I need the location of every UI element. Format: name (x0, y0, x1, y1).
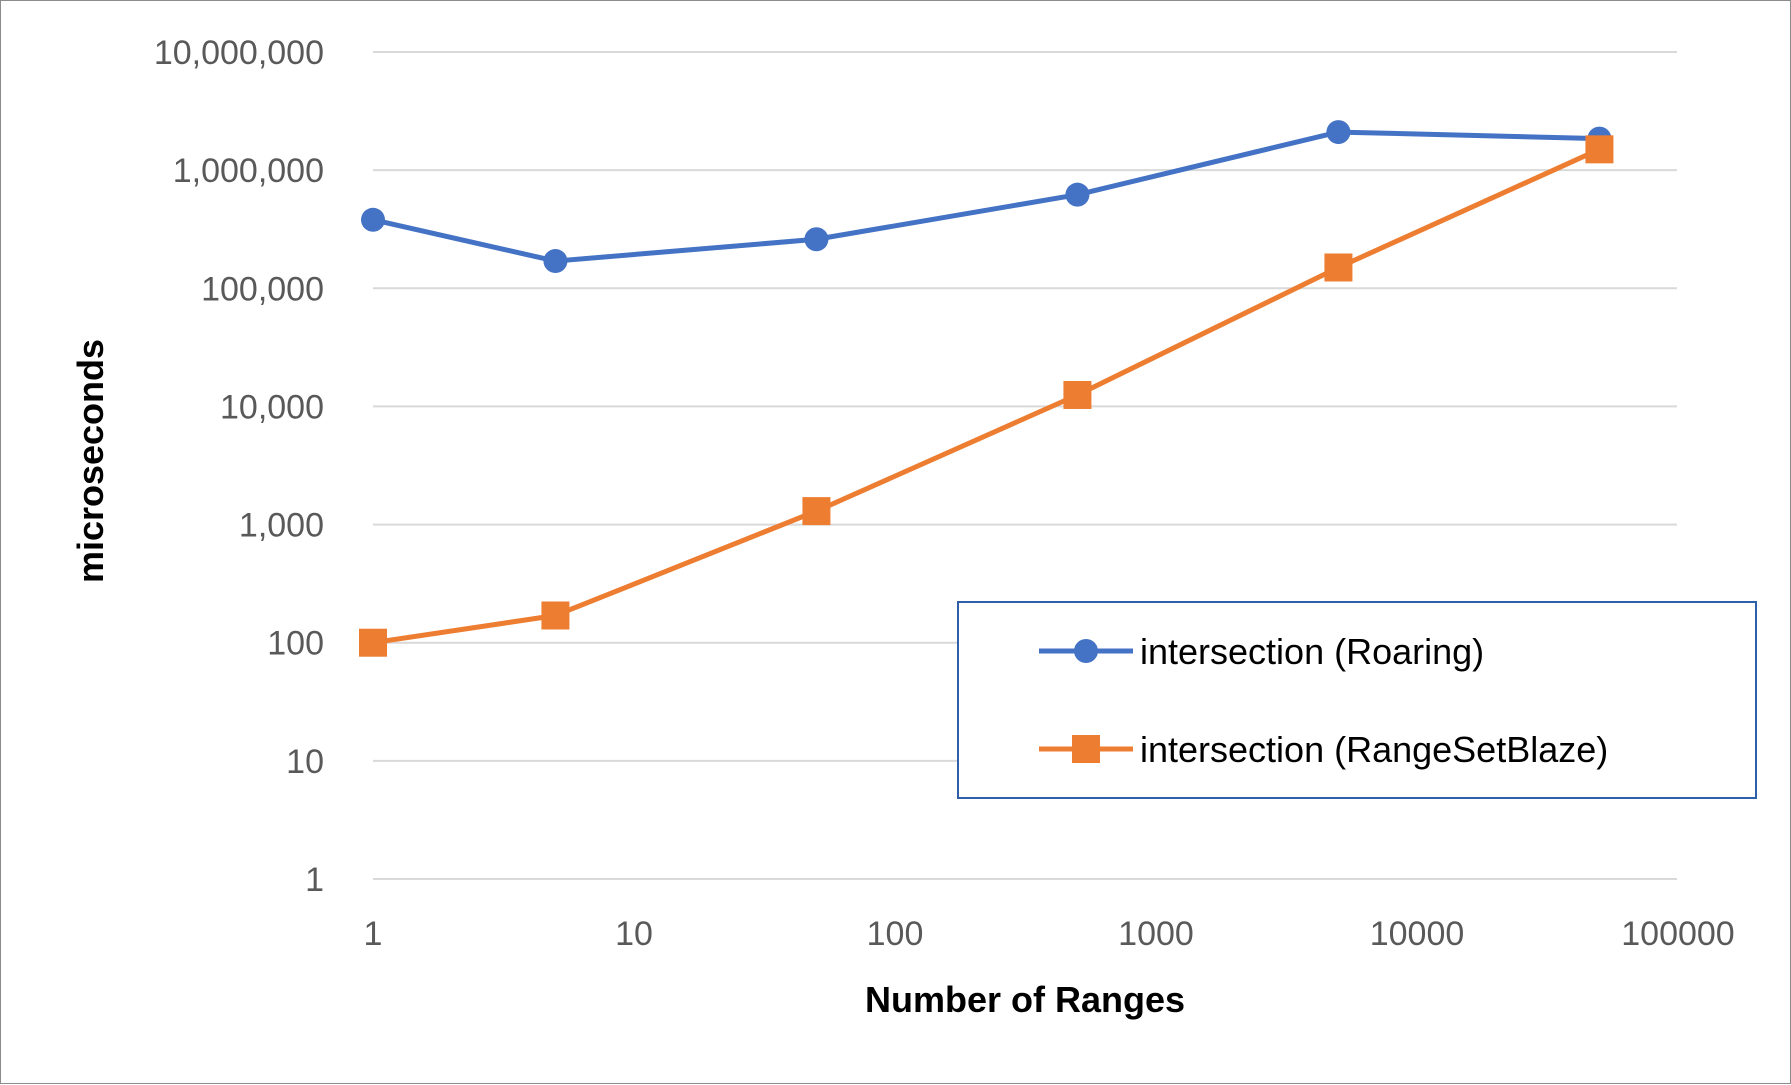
legend-label: intersection (RangeSetBlaze) (1140, 729, 1608, 770)
x-tick-labels: 1 10 100 1000 10000 100000 (364, 915, 1735, 953)
x-tick-label: 100000 (1621, 915, 1734, 953)
x-tick-label: 10000 (1370, 915, 1465, 953)
data-point (1063, 380, 1092, 409)
y-tick-label: 10,000,000 (154, 34, 324, 72)
series-lines (359, 120, 1614, 657)
legend-marker (1072, 735, 1100, 763)
series-roaring (361, 120, 1612, 274)
y-axis-title: microseconds (70, 339, 111, 583)
x-tick-label: 10 (615, 915, 653, 953)
data-point (802, 497, 831, 526)
legend-label: intersection (Roaring) (1140, 631, 1484, 672)
data-point (1065, 182, 1090, 207)
data-point (361, 207, 385, 232)
legend-item: intersection (Roaring) (1039, 631, 1484, 672)
series-line (372, 129, 1600, 264)
y-tick-label: 10 (286, 743, 324, 781)
data-point (359, 628, 387, 657)
y-tick-label: 1,000 (239, 507, 324, 545)
y-tick-label: 100,000 (201, 270, 324, 308)
series-rangesetblaze (359, 135, 1614, 657)
data-point (1585, 135, 1614, 164)
series-line (372, 147, 1601, 646)
legend-box (957, 601, 1757, 799)
data-point (541, 601, 570, 630)
y-tick-label: 100 (267, 625, 324, 663)
legend-marker (1074, 639, 1098, 663)
data-point (543, 249, 568, 274)
data-point (1324, 253, 1353, 282)
y-tick-label: 1 (305, 861, 324, 899)
y-tick-labels: 1 10 100 1,000 10,000 100,000 1,000,000 10,000,… (154, 34, 324, 899)
y-tick-label: 10,000 (220, 388, 324, 426)
x-tick-label: 1 (364, 915, 383, 953)
x-axis-title: Number of Ranges (865, 979, 1185, 1020)
y-tick-label: 1,000,000 (173, 152, 324, 190)
data-point (1326, 120, 1351, 145)
legend: intersection (Roaring) intersection (Rang… (957, 601, 1757, 799)
data-point (804, 227, 829, 252)
legend-item: intersection (RangeSetBlaze) (1039, 729, 1608, 770)
x-tick-label: 100 (867, 915, 924, 953)
x-tick-label: 1000 (1118, 915, 1194, 953)
